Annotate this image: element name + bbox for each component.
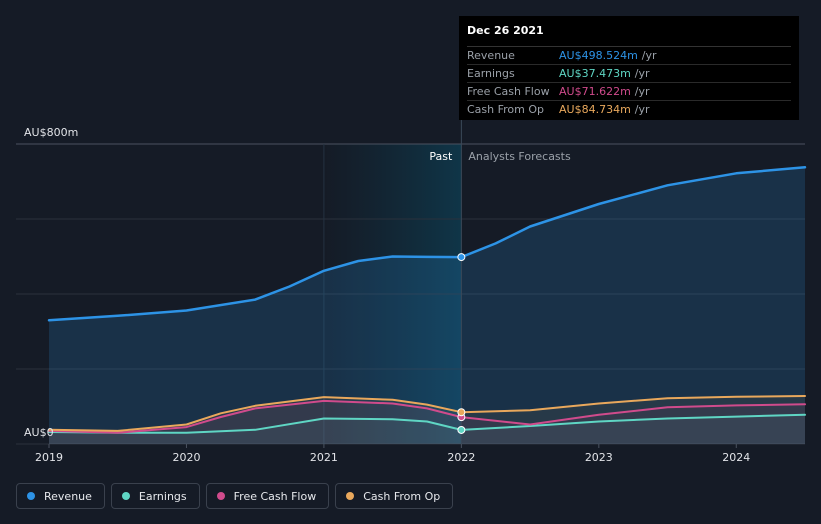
tooltip-date: Dec 26 2021 bbox=[467, 24, 791, 47]
legend: Revenue Earnings Free Cash Flow Cash From O… bbox=[16, 483, 454, 509]
tooltip-unit: /yr bbox=[641, 49, 657, 62]
legend-label: Cash From Op bbox=[363, 489, 441, 503]
revenue-line bbox=[47, 166, 807, 322]
earnings-line bbox=[48, 413, 806, 434]
cash-from-op-marker bbox=[457, 408, 466, 417]
tooltip-series-value: AU$84.734m bbox=[559, 103, 631, 116]
earnings-marker bbox=[457, 425, 466, 434]
tooltip-unit: /yr bbox=[634, 85, 650, 98]
legend-item-revenue[interactable]: Revenue bbox=[16, 483, 105, 509]
past-label: Past bbox=[429, 150, 453, 163]
x-tick-label: 2020 bbox=[172, 451, 200, 464]
tooltip-series-value: AU$498.524m bbox=[559, 49, 638, 62]
tooltip-series-name: Revenue bbox=[467, 49, 515, 62]
earnings-area bbox=[49, 414, 805, 444]
y-axis-bottom-label: AU$0 bbox=[24, 426, 54, 439]
x-tick-label: 2024 bbox=[722, 451, 750, 464]
legend-label: Free Cash Flow bbox=[233, 489, 317, 503]
legend-label: Revenue bbox=[44, 489, 92, 503]
legend-item-cash-from-op[interactable]: Cash From Op bbox=[335, 483, 454, 509]
legend-label: Earnings bbox=[138, 489, 187, 503]
tooltip-unit: /yr bbox=[634, 103, 650, 116]
forecast-label: Analysts Forecasts bbox=[468, 150, 571, 163]
legend-item-earnings[interactable]: Earnings bbox=[110, 483, 200, 509]
legend-dot-icon bbox=[121, 492, 130, 500]
tooltip-row: Free Cash Flow AU$71.622m/yr bbox=[467, 83, 791, 101]
x-tick-label: 2023 bbox=[585, 451, 613, 464]
tooltip-series-name: Free Cash Flow bbox=[467, 85, 550, 98]
free-cash-flow-line bbox=[48, 399, 806, 434]
tooltip-series-value: AU$37.473m bbox=[559, 67, 631, 80]
revenue-marker bbox=[457, 253, 466, 262]
legend-dot-icon bbox=[216, 492, 225, 500]
tooltip-row: Revenue AU$498.524m/yr bbox=[467, 47, 791, 65]
tooltip-series-value: AU$71.622m bbox=[559, 85, 631, 98]
tooltip-unit: /yr bbox=[634, 67, 650, 80]
x-tick-label: 2019 bbox=[35, 451, 63, 464]
revenue-area bbox=[49, 167, 805, 445]
legend-item-free-cash-flow[interactable]: Free Cash Flow bbox=[205, 483, 330, 509]
x-tick-label: 2021 bbox=[310, 451, 338, 464]
tooltip-row: Cash From Op AU$84.734m/yr bbox=[467, 101, 791, 118]
legend-dot-icon bbox=[346, 492, 355, 500]
tooltip-row: Earnings AU$37.473m/yr bbox=[467, 65, 791, 83]
x-tick-label: 2022 bbox=[447, 451, 475, 464]
cash-from-op-area bbox=[49, 396, 805, 444]
cash-from-op-line bbox=[48, 395, 806, 432]
tooltip-series-name: Earnings bbox=[467, 67, 515, 80]
y-axis-top-label: AU$800m bbox=[24, 126, 78, 139]
tooltip-series-name: Cash From Op bbox=[467, 103, 545, 116]
tooltip: Dec 26 2021 Revenue AU$498.524m/yr Earning… bbox=[459, 16, 799, 120]
legend-dot-icon bbox=[27, 492, 35, 500]
